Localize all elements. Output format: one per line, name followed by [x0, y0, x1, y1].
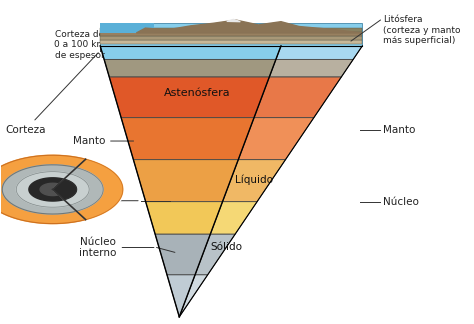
Text: Manto: Manto: [383, 125, 415, 135]
Polygon shape: [146, 202, 222, 234]
Polygon shape: [179, 275, 208, 317]
Text: Núcleo
interno: Núcleo interno: [79, 237, 154, 258]
Polygon shape: [167, 275, 195, 317]
Text: Litósfera
(corteza y manto
más superficial): Litósfera (corteza y manto más superfici…: [383, 15, 460, 45]
Text: Astenósfera: Astenósfera: [164, 87, 231, 98]
Polygon shape: [40, 183, 65, 196]
Polygon shape: [100, 23, 155, 33]
Polygon shape: [100, 46, 281, 59]
Text: Corteza de
0 a 100 km
de espesor: Corteza de 0 a 100 km de espesor: [55, 30, 111, 60]
Polygon shape: [121, 118, 254, 160]
Text: Líquido: Líquido: [235, 175, 273, 185]
Polygon shape: [222, 160, 285, 202]
Polygon shape: [109, 77, 269, 118]
Polygon shape: [0, 155, 123, 224]
Text: Corteza: Corteza: [5, 53, 98, 135]
Polygon shape: [195, 234, 235, 275]
Text: Sólido: Sólido: [211, 242, 243, 252]
Polygon shape: [210, 202, 257, 234]
Polygon shape: [137, 20, 362, 33]
Polygon shape: [100, 23, 362, 46]
Polygon shape: [133, 160, 238, 202]
Polygon shape: [76, 159, 123, 220]
Polygon shape: [53, 179, 76, 200]
Polygon shape: [53, 159, 124, 220]
Text: Núcleo
externo: Núcleo externo: [64, 190, 138, 212]
Polygon shape: [269, 59, 353, 77]
Polygon shape: [70, 168, 103, 211]
Polygon shape: [227, 19, 240, 22]
Polygon shape: [155, 234, 210, 275]
Text: Núcleo: Núcleo: [383, 197, 419, 207]
Polygon shape: [29, 178, 76, 201]
Polygon shape: [100, 29, 362, 32]
Text: Manto: Manto: [73, 136, 134, 146]
Polygon shape: [238, 118, 314, 160]
Polygon shape: [2, 165, 103, 214]
Polygon shape: [100, 32, 362, 36]
Polygon shape: [16, 172, 89, 207]
Polygon shape: [276, 46, 362, 59]
Polygon shape: [64, 174, 89, 205]
Polygon shape: [100, 36, 362, 40]
Polygon shape: [254, 77, 341, 118]
Polygon shape: [100, 40, 362, 44]
Polygon shape: [104, 59, 276, 77]
